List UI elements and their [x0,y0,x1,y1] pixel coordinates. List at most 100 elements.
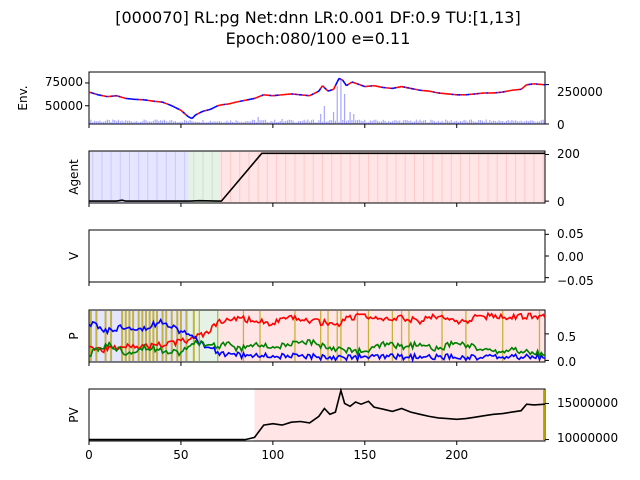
volume-bar [294,122,296,124]
volume-bar [314,122,316,124]
volume-bar [404,119,406,124]
price-segment [312,92,316,95]
price-segment [336,78,340,83]
volume-bar [191,121,193,124]
pv-right-tick-15m: 15000000 [557,396,618,410]
volume-bar [456,120,458,124]
pv-shade-buy [254,389,545,441]
volume-bar [384,120,386,124]
volume-bar [343,94,346,124]
volume-bar [360,120,362,124]
volume-bar [125,120,127,124]
price-segment [314,91,318,94]
volume-bar [386,122,388,124]
hold-probability-line [88,338,546,359]
agent-panel: Agent 0 200 [67,147,580,209]
volume-bar [535,122,537,124]
volume-bar [415,119,417,124]
volume-bar [150,121,153,124]
price-segment [165,102,169,106]
price-segment [120,96,123,99]
volume-bar [316,122,318,124]
volume-bar [522,121,524,124]
volume-bar [187,121,189,124]
price-segment [116,94,119,98]
volume-bar [393,120,395,124]
volume-bar [248,121,250,124]
price-segment [185,114,189,118]
price-segment [118,95,121,98]
price-segment [180,109,184,113]
volume-bar [480,120,482,124]
volume-bar [309,121,311,124]
volume-bar [147,121,149,124]
price-segment [162,101,165,104]
volume-bar [367,122,370,124]
volume-bar [450,120,452,124]
volume-bar [250,121,252,124]
volume-bar [395,120,397,124]
x-tick-label: 0 [85,448,93,462]
volume-bar [331,120,333,124]
volume-bar [237,121,239,124]
volume-bar [204,122,206,124]
volume-bar [268,122,270,124]
volume-bar [136,121,138,124]
volume-bar [108,120,110,124]
volume-bar [469,119,471,124]
price-segment [92,92,95,95]
volume-bar [516,121,519,124]
v-ylabel: V [67,251,81,260]
volume-bar [103,121,105,124]
volume-bar [371,120,373,124]
volume-bar [272,121,274,124]
volume-bar [138,122,140,124]
price-segment [175,106,178,110]
volume-bar [426,122,428,124]
volume-bar [158,121,160,124]
volume-bar [176,122,178,124]
price-segment [90,91,93,94]
price-segment [259,94,263,98]
volume-bar [93,120,96,124]
volume-bar [132,122,134,124]
volume-bar [476,121,478,124]
portfolio-value-line [89,387,546,441]
volume-bar [388,120,390,124]
volume-bar [345,121,348,124]
agent-right-tick-0: 0 [557,195,565,209]
volume-bar [145,120,147,124]
volume-bar [503,122,506,124]
agent-right-tick-200: 200 [557,147,580,161]
volume-bar [290,120,292,124]
env-ylabel: Env. [16,85,30,110]
volume-bar [320,114,322,124]
price-segment [362,85,366,88]
volume-bar [454,121,456,124]
volume-bar [257,117,259,124]
volume-bar [457,121,460,124]
volume-bar [424,120,427,124]
agent-ylabel: Agent [67,159,81,195]
volume-bar [152,120,154,124]
volume-bar [305,121,307,124]
volume-bar [139,122,142,124]
volume-bar [246,121,248,124]
volume-bar [99,120,101,124]
volume-bar [353,114,355,124]
volume-bar [428,122,430,124]
volume-bar [149,121,151,124]
volume-bar [421,121,423,124]
volume-bar [325,121,327,124]
volume-bar [275,122,278,124]
env-right-tick-250000: 250000 [557,85,603,99]
volume-bar [470,119,473,124]
volume-bar [448,121,450,124]
volume-bar [481,120,484,124]
volume-bar [296,122,298,124]
volume-bar [323,106,325,124]
agent-shade-hold [188,151,220,203]
price-segment [355,82,358,85]
price-segment [176,107,180,111]
